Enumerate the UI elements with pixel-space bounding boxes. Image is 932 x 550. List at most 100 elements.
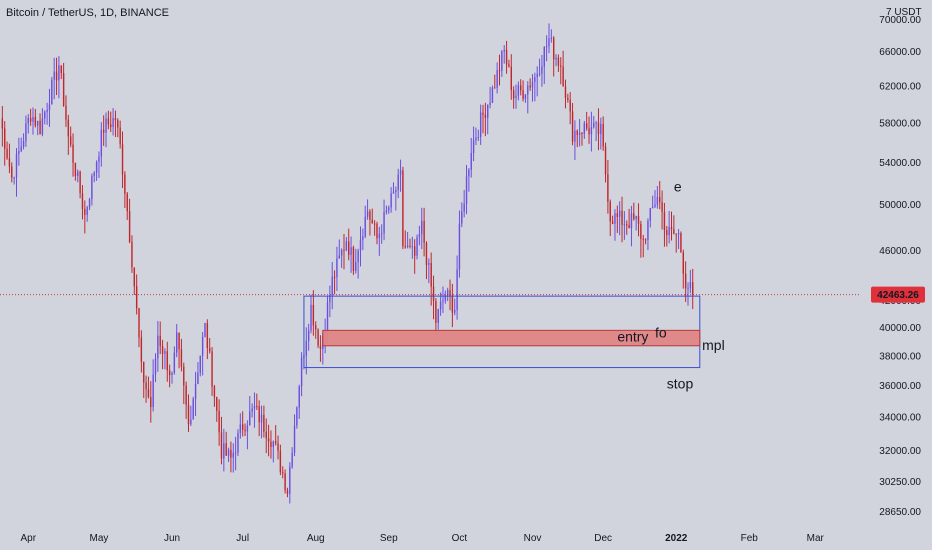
candle-body — [62, 73, 65, 106]
candle-body — [654, 204, 656, 207]
candle-body — [46, 109, 48, 112]
candle-body — [536, 74, 538, 78]
candle-body — [331, 276, 333, 296]
candle-body — [237, 432, 239, 453]
candle-body — [100, 129, 103, 157]
candle-body — [317, 329, 319, 346]
candle-body — [637, 215, 640, 224]
candle-body — [105, 118, 107, 133]
candle-body — [168, 370, 171, 375]
candle-body — [121, 144, 124, 175]
candle-body — [423, 220, 425, 243]
candle-body — [444, 295, 447, 301]
candle-body — [371, 219, 373, 224]
candle-body — [69, 136, 72, 145]
candle-body — [484, 114, 487, 118]
candle-body — [48, 104, 51, 110]
candle-body — [626, 224, 628, 226]
candle-body — [656, 196, 659, 205]
y-tick-label: 50000.00 — [879, 200, 921, 211]
y-axis: 70000.00 66000.00 62000.00 58000.00 54000.00… — [879, 15, 921, 518]
candle-body — [32, 117, 34, 122]
candle-body — [11, 166, 13, 178]
candle-body — [390, 193, 392, 208]
candle-body — [112, 118, 114, 128]
candle-body — [647, 220, 649, 241]
candle-body — [576, 130, 578, 135]
candle-body — [128, 211, 131, 242]
candle-body — [442, 300, 444, 302]
x-axis: Apr May Jun Jul Aug Sep Oct Nov Dec 2022 Feb Mar — [20, 533, 824, 544]
candle-body — [267, 438, 270, 442]
candle-body — [194, 384, 197, 399]
candle-body — [392, 191, 395, 194]
candle-body — [114, 118, 117, 121]
candle-body — [173, 352, 176, 373]
candle-body — [581, 132, 583, 134]
annotations-layer: e entry fo mpl stop — [0, 179, 860, 392]
candle-body — [53, 71, 55, 80]
candle-body — [661, 202, 663, 212]
price-tag-bg — [871, 286, 925, 303]
candle-body — [487, 104, 489, 118]
candle-body — [505, 49, 508, 65]
candle-body — [4, 128, 6, 149]
candle-body — [663, 211, 666, 231]
candle-body — [6, 148, 8, 159]
candle-body — [253, 405, 256, 409]
candle-body — [192, 398, 194, 420]
candle-body — [13, 177, 15, 179]
y-tick-label: 46000.00 — [879, 246, 921, 257]
candle-body — [225, 443, 227, 456]
candle-body — [204, 323, 206, 337]
candle-body — [689, 282, 692, 289]
annotation-text: stop — [667, 376, 694, 392]
candle-body — [564, 86, 567, 98]
candle-body — [659, 196, 661, 203]
candle-body — [79, 171, 81, 194]
annotation-text: mpl — [702, 337, 725, 353]
candle-body — [241, 424, 244, 430]
y-tick-label: 38000.00 — [879, 351, 921, 362]
candle-body — [682, 252, 684, 274]
chart-title: Bitcoin / TetherUS, 1D, BINANCE — [6, 7, 170, 19]
y-tick-label: 70000.00 — [879, 15, 921, 26]
candle-body — [425, 242, 428, 265]
candle-body — [463, 203, 465, 212]
candle-body — [152, 374, 154, 408]
candle-body — [187, 404, 190, 425]
candle-body — [216, 397, 218, 411]
candle-body — [133, 267, 136, 287]
price-tag-label: 42463.26 — [877, 290, 919, 301]
candle-body — [55, 71, 58, 81]
candle-body — [350, 247, 352, 255]
candle-body — [246, 425, 249, 432]
candle-body — [369, 211, 371, 220]
candle-body — [124, 174, 126, 194]
candle-body — [312, 304, 315, 326]
candle-body — [150, 396, 152, 408]
candle-body — [362, 236, 364, 240]
x-tick-label: Jun — [164, 533, 180, 544]
candle-body — [385, 210, 388, 213]
candle-body — [411, 246, 414, 248]
candle-body — [34, 117, 37, 126]
candle-body — [465, 176, 468, 204]
candle-body — [345, 241, 348, 251]
unit-label: 7 USDT — [886, 7, 922, 18]
candle-body — [550, 37, 553, 39]
candle-body — [93, 172, 95, 176]
candle-body — [298, 386, 300, 408]
candle-body — [670, 227, 673, 230]
candle-body — [18, 151, 20, 154]
candle-body — [593, 123, 595, 128]
candle-body — [296, 407, 298, 426]
candle-body — [475, 137, 477, 141]
candle-body — [185, 385, 187, 405]
candle-body — [517, 85, 520, 96]
candle-body — [223, 443, 225, 459]
candle-body — [102, 129, 105, 133]
candle-body — [446, 290, 449, 296]
candle-body — [569, 99, 571, 112]
